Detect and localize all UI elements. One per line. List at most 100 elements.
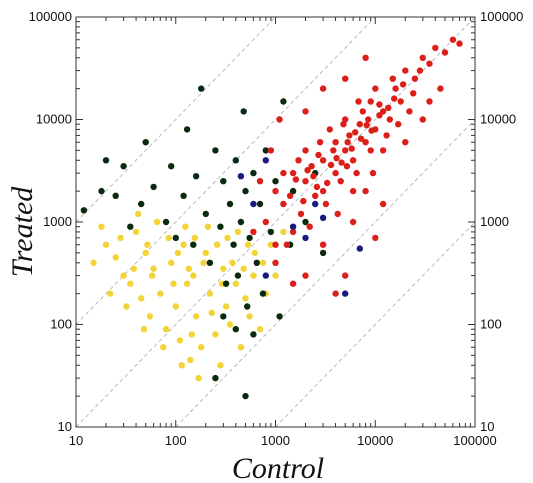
data-point <box>419 54 426 61</box>
data-point <box>192 313 200 320</box>
data-point <box>107 290 114 297</box>
data-point <box>222 303 230 310</box>
data-point <box>242 295 249 302</box>
reference-line-3 <box>75 16 376 325</box>
data-point <box>246 313 253 320</box>
data-point <box>332 139 339 146</box>
data-point <box>306 223 313 230</box>
data-point <box>289 187 297 195</box>
data-point <box>138 200 145 208</box>
data-point <box>313 183 321 191</box>
data-point <box>276 313 283 320</box>
data-point <box>289 169 297 177</box>
data-point <box>338 159 345 166</box>
y-axis-title: Treated <box>6 186 39 278</box>
data-point <box>362 187 369 195</box>
data-point <box>244 303 251 310</box>
data-point <box>130 265 137 272</box>
data-point <box>250 200 257 208</box>
data-point <box>315 151 322 159</box>
data-point <box>232 280 239 287</box>
data-point <box>217 362 224 369</box>
data-point <box>392 85 399 92</box>
data-point <box>202 249 209 257</box>
data-point <box>190 272 197 279</box>
data-point <box>259 290 267 297</box>
x-tick-label: 10 <box>69 433 83 448</box>
x-axis-title: Control <box>232 452 324 483</box>
data-point <box>220 265 227 272</box>
data-point <box>267 147 275 154</box>
data-point <box>356 121 363 128</box>
y-tick-label: 10000 <box>36 112 72 127</box>
data-point <box>120 163 127 170</box>
data-point <box>237 344 245 351</box>
data-point <box>140 326 148 333</box>
data-point <box>262 272 269 279</box>
data-point <box>206 290 214 297</box>
data-point <box>251 249 258 257</box>
data-point <box>330 147 337 154</box>
data-point <box>333 154 340 162</box>
data-point <box>402 67 409 74</box>
data-point <box>185 265 192 272</box>
data-point <box>379 200 387 208</box>
data-point <box>102 241 110 248</box>
data-point <box>240 265 247 272</box>
data-point <box>297 210 305 218</box>
data-point <box>220 313 227 320</box>
data-point <box>222 280 230 287</box>
data-point <box>213 241 221 248</box>
y-tick-label: 100 <box>50 317 72 332</box>
data-point <box>212 331 219 338</box>
y-tick-label-right: 100 <box>480 317 502 332</box>
data-point <box>406 108 413 115</box>
data-point <box>349 187 357 195</box>
data-point <box>127 223 134 230</box>
data-point <box>337 178 344 185</box>
data-point <box>212 147 219 154</box>
data-point <box>123 303 130 310</box>
data-point <box>289 223 297 230</box>
data-points <box>80 36 463 400</box>
data-point <box>295 157 302 164</box>
data-point <box>332 169 339 177</box>
data-point <box>399 81 407 88</box>
data-point <box>437 85 444 92</box>
data-point <box>242 187 249 195</box>
x-tick-label: 100 <box>165 433 187 448</box>
data-point <box>132 228 140 236</box>
data-point <box>102 157 110 164</box>
data-point <box>191 234 198 242</box>
data-point <box>240 108 247 115</box>
data-point <box>348 145 355 152</box>
data-point <box>234 272 242 279</box>
data-point <box>416 67 424 74</box>
data-point <box>226 321 234 328</box>
data-point <box>202 210 209 218</box>
data-point <box>272 259 279 266</box>
data-point <box>272 187 279 195</box>
data-point <box>168 259 175 266</box>
data-point <box>304 167 311 174</box>
data-point <box>256 200 264 208</box>
data-point <box>135 210 142 218</box>
data-point <box>379 147 387 154</box>
x-tick-label: 100000 <box>453 433 496 448</box>
data-point <box>365 116 372 123</box>
data-point <box>230 241 237 248</box>
reference-lines <box>75 16 476 428</box>
data-point <box>302 218 309 226</box>
x-tick-label: 10000 <box>357 433 393 448</box>
data-point <box>180 241 187 248</box>
y-tick-label: 1000 <box>43 214 72 229</box>
data-point <box>183 126 191 133</box>
reference-line-0 <box>275 221 476 428</box>
data-point <box>190 241 197 248</box>
data-point <box>302 272 309 279</box>
data-point <box>267 241 275 248</box>
y-tick-label-right: 10000 <box>480 112 516 127</box>
data-point <box>372 85 379 92</box>
data-point <box>302 147 309 154</box>
